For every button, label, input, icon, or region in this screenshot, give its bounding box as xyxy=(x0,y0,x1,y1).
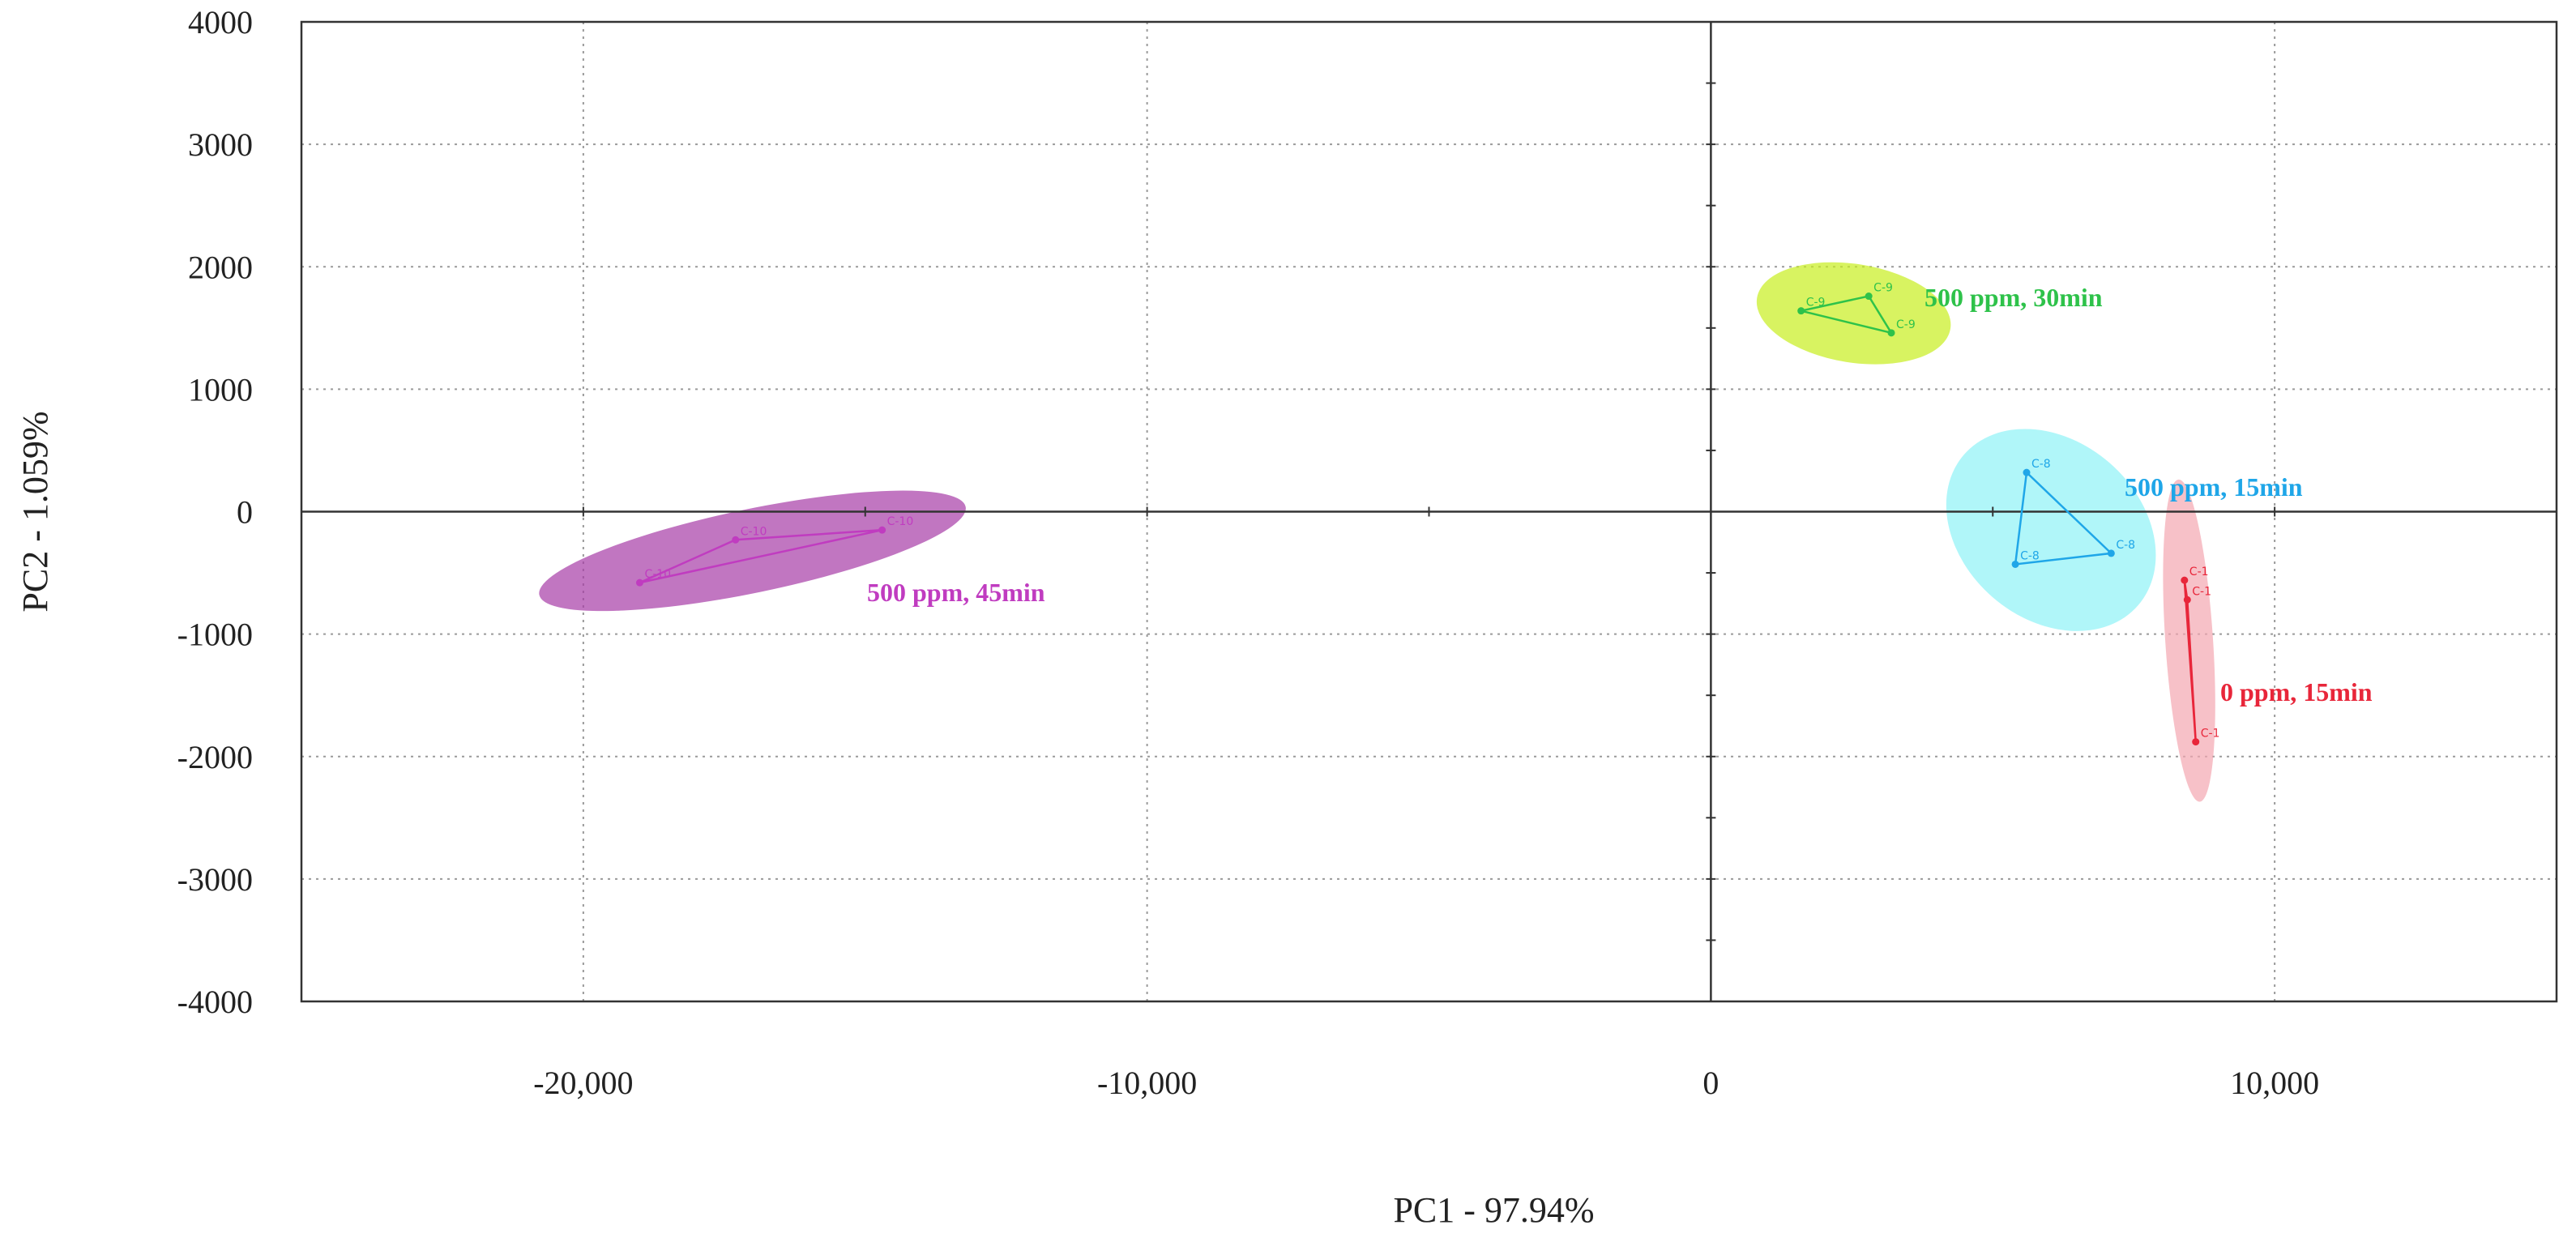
data-point-label: C-8 xyxy=(2020,549,2040,562)
data-point xyxy=(732,536,740,544)
tick-labels: -20,000 -10,000 0 10,000 4000 3000 2000 1000 0 -1… xyxy=(177,4,2319,1101)
y-tick-label: 3000 xyxy=(188,126,253,163)
data-point-label: C-1 xyxy=(2201,728,2220,741)
y-tick-label: -1000 xyxy=(177,617,253,653)
data-point xyxy=(2023,468,2031,476)
group-polygon xyxy=(2014,470,2114,566)
data-point-label: C-9 xyxy=(1896,318,1916,331)
x-tick-label: 0 xyxy=(1702,1065,1719,1101)
group-polygon xyxy=(2183,579,2197,742)
x-tick-label: -20,000 xyxy=(533,1065,633,1101)
group-label: 500 ppm, 30min xyxy=(1925,283,2103,312)
x-tick-label: 10,000 xyxy=(2230,1065,2319,1101)
y-axis-title: PC2 - 1.059% xyxy=(15,411,55,612)
data-point xyxy=(1865,292,1873,301)
x-tick-label: -10,000 xyxy=(1097,1065,1197,1101)
data-point xyxy=(2011,560,2019,568)
data-point-label: C-8 xyxy=(2031,458,2051,471)
y-tick-label: 1000 xyxy=(188,371,253,408)
data-point xyxy=(2181,576,2189,584)
data-point xyxy=(635,578,643,587)
y-tick-label: 2000 xyxy=(188,249,253,285)
data-point xyxy=(1887,329,1895,337)
y-tick-label: -3000 xyxy=(177,861,253,898)
group-ellipse xyxy=(1756,262,1951,365)
data-point-label: C-9 xyxy=(1873,282,1893,295)
data-point xyxy=(2192,738,2200,746)
y-tick-label: -4000 xyxy=(177,984,253,1020)
data-point-label: C-10 xyxy=(741,525,767,538)
y-tick-label: 0 xyxy=(237,494,253,531)
y-tick-label: 4000 xyxy=(188,4,253,41)
data-point xyxy=(878,526,886,534)
confidence-ellipses xyxy=(539,262,2215,802)
group-label: 500 ppm, 45min xyxy=(867,578,1045,607)
group-polygon xyxy=(639,528,882,584)
group-ellipse xyxy=(539,490,966,612)
group-label: 0 ppm, 15min xyxy=(2220,677,2373,707)
x-axis-title: PC1 - 97.94% xyxy=(1393,1190,1594,1230)
data-point xyxy=(1797,307,1805,315)
data-point-label: C-10 xyxy=(644,568,671,581)
data-point xyxy=(2183,596,2191,604)
data-point xyxy=(2107,549,2115,557)
data-point-label: C-1 xyxy=(2192,585,2211,598)
group-ellipse xyxy=(1946,429,2156,631)
data-point-label: C-9 xyxy=(1806,297,1826,310)
group-label: 500 ppm, 15min xyxy=(2125,472,2303,502)
y-tick-label: -2000 xyxy=(177,739,253,775)
data-point-label: C-1 xyxy=(2189,566,2209,578)
axis-layer xyxy=(300,20,2558,1003)
data-point-label: C-8 xyxy=(2116,539,2135,552)
group-polygon xyxy=(1801,295,1894,335)
data-point-label: C-10 xyxy=(887,515,914,528)
series-layer: C-10 C-10 C-10 500 ppm, 45min C-9 C-9 C-9 500 p… xyxy=(635,282,2373,746)
